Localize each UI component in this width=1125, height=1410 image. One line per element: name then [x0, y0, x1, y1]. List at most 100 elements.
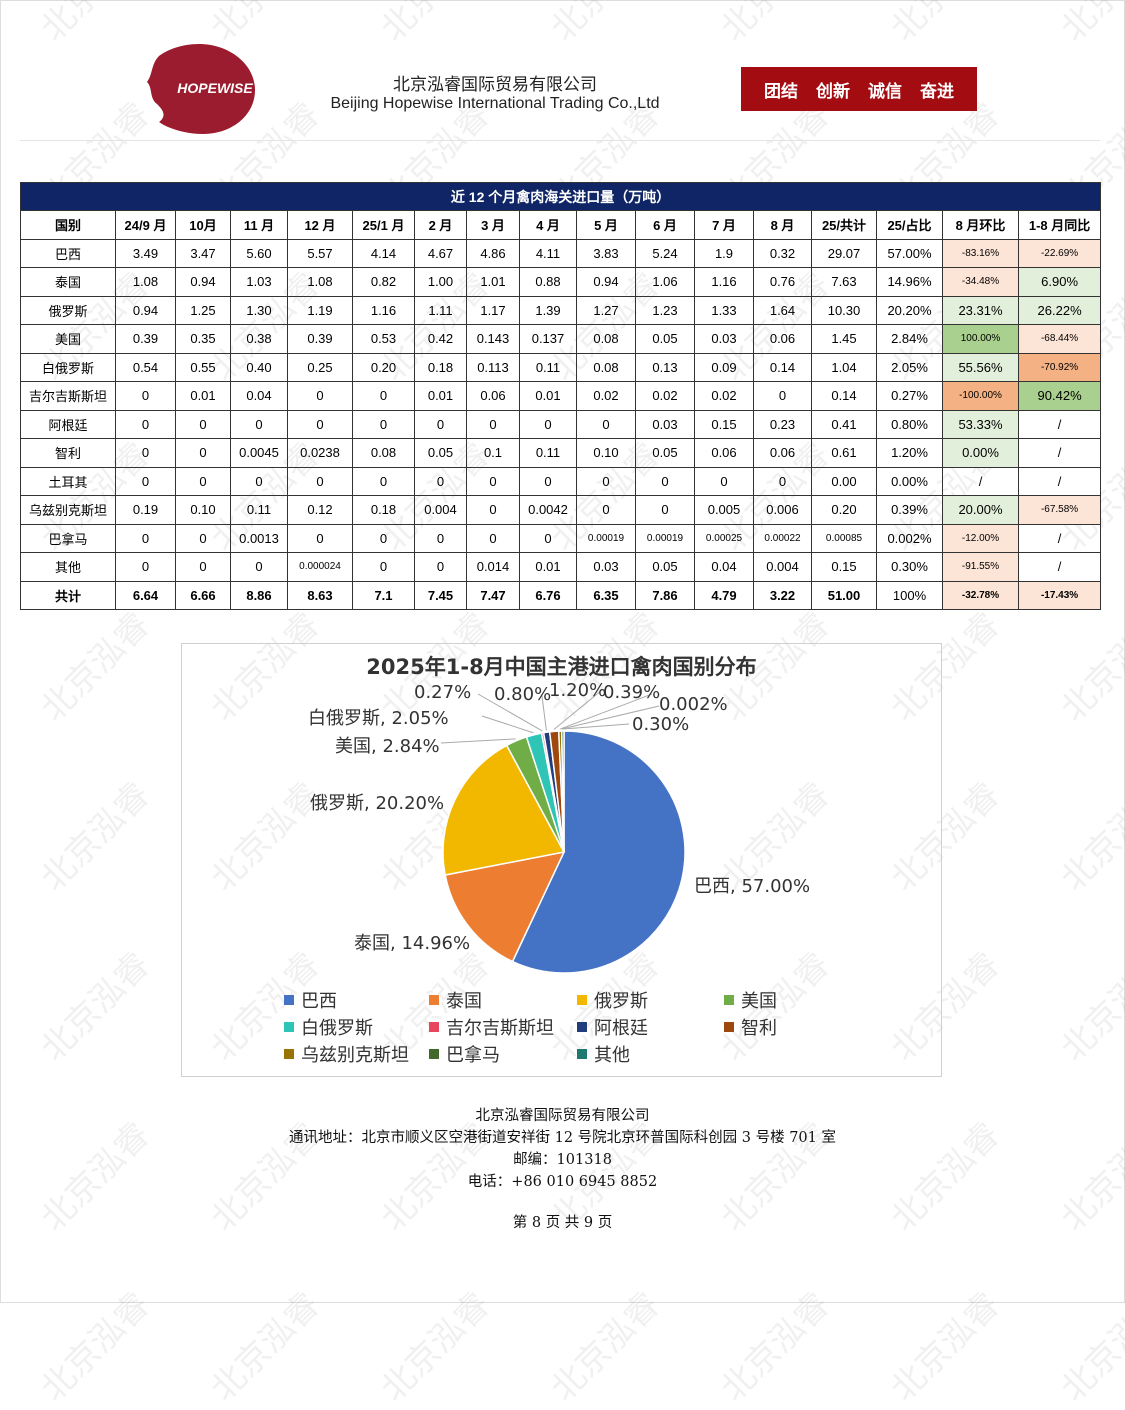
value-cell: 0 [576, 409, 636, 439]
pie-data-label: 0.002% [659, 694, 728, 715]
leader-line [440, 738, 516, 744]
footer-phone: 电话：+86 010 6945 8852 [467, 1174, 658, 1190]
value-cell: 0.004 [753, 552, 812, 582]
legend-label: 阿根廷 [594, 1018, 648, 1039]
legend-swatch [724, 995, 734, 1005]
value-cell: 0.55 [175, 352, 231, 382]
value-cell: 3.83 [576, 238, 636, 268]
value-cell: 7.63 [811, 267, 877, 297]
value-cell: 4.79 [694, 580, 754, 610]
motto-banner: 团结 创新 诚信 奋进 [741, 67, 977, 111]
value-cell: 0.02 [576, 381, 636, 411]
legend-swatch [284, 995, 294, 1005]
value-cell: / [942, 466, 1019, 496]
column-header: 2 月 [414, 210, 467, 240]
value-cell: 1.9 [694, 238, 754, 268]
value-cell: 0 [466, 409, 520, 439]
column-header: 8 月 [753, 210, 812, 240]
pie-slice-2 [442, 744, 566, 876]
table-row: 土耳其 0 0 0 0 0 0 0 0 0 0 0 0 0.00 0.00% / / [20, 466, 1102, 496]
total-row: 共计 6.64 6.66 8.86 8.63 7.1 7.45 7.47 6.76 6.35 7.8… [20, 580, 1102, 610]
value-cell: 0.39 [287, 324, 353, 354]
value-cell: 0 [115, 381, 176, 411]
value-cell: 0 [287, 523, 353, 553]
value-cell: 0.02 [694, 381, 754, 411]
value-cell: 0 [175, 466, 231, 496]
pie-chart [440, 689, 686, 974]
legend-swatch [577, 1022, 587, 1032]
value-cell: 0.05 [635, 438, 695, 468]
value-cell: 0 [352, 523, 415, 553]
table-row: 其他 0 0 0 0.000024 0 0 0.014 0.01 0.03 0.05 0.04 0.00… [20, 552, 1102, 582]
country-cell: 共计 [20, 580, 116, 610]
value-cell: 0 [694, 466, 754, 496]
value-cell: 0.14 [753, 352, 812, 382]
value-cell: 0.23 [753, 409, 812, 439]
value-cell: 0 [352, 381, 415, 411]
column-header: 1-8 月同比 [1017, 210, 1102, 240]
value-cell: / [1017, 523, 1102, 553]
motto-word: 团结 [764, 81, 798, 102]
country-cell: 吉尔吉斯斯坦 [20, 381, 116, 411]
value-cell: 0 [414, 552, 467, 582]
country-cell: 土耳其 [20, 466, 116, 496]
value-cell: 0.01 [519, 552, 577, 582]
column-header: 25/占比 [876, 210, 943, 240]
legend-label: 泰国 [446, 991, 482, 1012]
value-cell: 0 [115, 552, 176, 582]
value-cell: / [1017, 466, 1102, 496]
value-cell: 53.33% [942, 409, 1019, 439]
value-cell: 0 [115, 438, 176, 468]
column-header: 25/1 月 [352, 210, 415, 240]
value-cell: 6.35 [576, 580, 636, 610]
value-cell: 100.00% [942, 324, 1019, 354]
value-cell: -12.00% [942, 523, 1019, 553]
column-header: 国别 [20, 210, 116, 240]
value-cell: 0.18 [414, 352, 467, 382]
value-cell: 10.30 [811, 295, 877, 325]
value-cell: 0 [352, 409, 415, 439]
table-title: 近 12 个月禽肉海关进口量（万吨） [19, 182, 1102, 211]
value-cell: 0.01 [519, 381, 577, 411]
value-cell: 0.10 [576, 438, 636, 468]
value-cell: 1.25 [175, 295, 231, 325]
value-cell: 0.40 [230, 352, 288, 382]
value-cell: 0 [287, 409, 353, 439]
leader-line [553, 689, 603, 730]
value-cell: 0.06 [753, 324, 812, 354]
value-cell: 1.64 [753, 295, 812, 325]
column-header: 6 月 [635, 210, 695, 240]
value-cell: 26.22% [1017, 295, 1102, 325]
value-cell: 0.20 [811, 495, 877, 525]
value-cell: 0.05 [414, 438, 467, 468]
column-header: 7 月 [694, 210, 754, 240]
chart-title: 2025年1-8月中国主港进口禽肉国别分布 [366, 655, 757, 679]
legend-label: 白俄罗斯 [301, 1018, 373, 1039]
value-cell: 4.67 [414, 238, 467, 268]
value-cell: 1.08 [115, 267, 176, 297]
value-cell: 0.04 [694, 552, 754, 582]
value-cell: -17.43% [1017, 580, 1102, 610]
value-cell: 100% [876, 580, 943, 610]
leader-line [562, 723, 630, 730]
value-cell: 0.20 [352, 352, 415, 382]
legend-label: 俄罗斯 [594, 991, 648, 1012]
value-cell: 0 [115, 466, 176, 496]
value-cell: 14.96% [876, 267, 943, 297]
company-name-cn: 北京泓睿国际贸易有限公司 [393, 75, 597, 95]
value-cell: 0.09 [694, 352, 754, 382]
pie-data-label: 美国, 2.84% [335, 736, 440, 757]
table-row: 白俄罗斯 0.54 0.55 0.40 0.25 0.20 0.18 0.113 0.11 0.0… [20, 352, 1102, 382]
value-cell: 0.08 [352, 438, 415, 468]
country-cell: 美国 [20, 324, 116, 354]
value-cell: -70.92% [1017, 352, 1102, 382]
value-cell: 1.16 [352, 295, 415, 325]
value-cell: 0.61 [811, 438, 877, 468]
pie-slice-10 [560, 730, 565, 853]
value-cell: 0 [414, 466, 467, 496]
pie-data-label: 白俄罗斯, 2.05% [308, 708, 449, 729]
value-cell: 0.1 [466, 438, 520, 468]
value-cell: 0 [519, 409, 577, 439]
legend-item: 泰国 [429, 987, 482, 1013]
value-cell: 0.04 [230, 381, 288, 411]
